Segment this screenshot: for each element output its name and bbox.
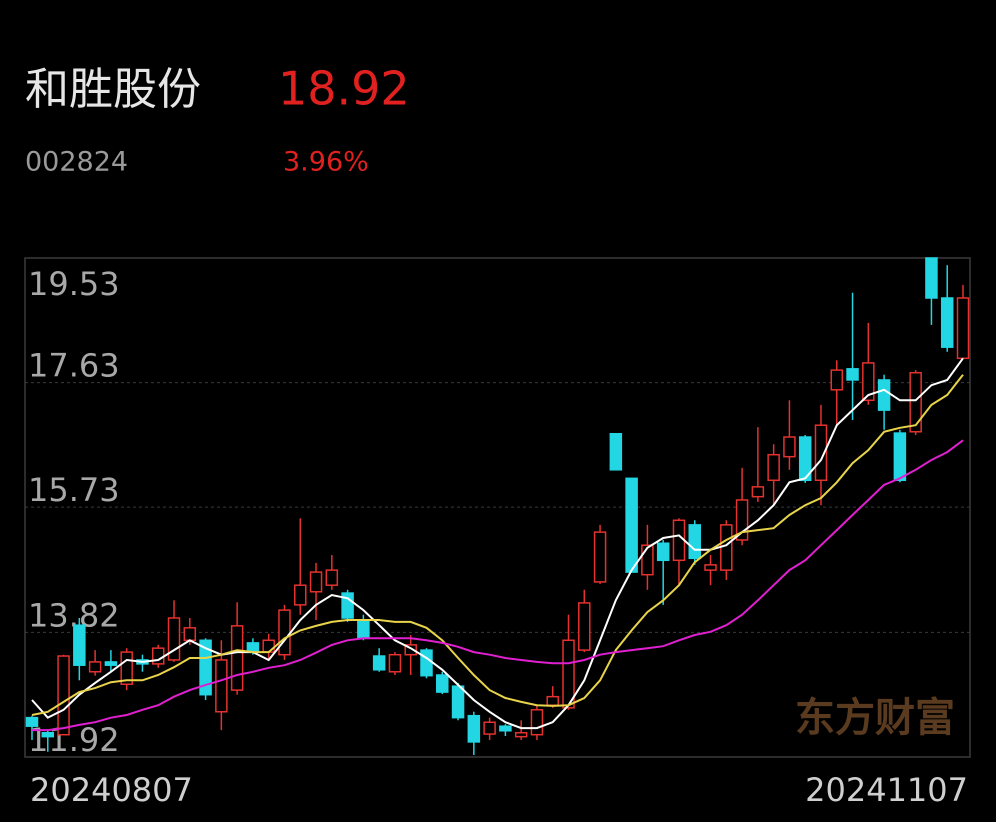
candle-body [388, 653, 402, 673]
moving-average-line [31, 374, 964, 716]
candle-body [546, 695, 559, 706]
candle-body [578, 602, 591, 651]
x-tick-label: 20241107 [805, 771, 968, 809]
candle-body [688, 524, 701, 560]
candle-body [420, 649, 433, 677]
candle-body [767, 453, 780, 482]
candle-body [294, 584, 307, 606]
candle-body [830, 369, 844, 391]
candle-body [641, 544, 654, 576]
candle-body [735, 499, 749, 541]
candle-body [357, 619, 370, 640]
candle-body [956, 297, 970, 360]
candle-body [199, 639, 212, 696]
candle-body [877, 379, 891, 411]
candle-body [751, 486, 765, 498]
candle-body [720, 524, 733, 571]
moving-average-line [31, 357, 964, 730]
x-tick-label: 20240807 [30, 771, 193, 809]
price-change: 3.96% [283, 147, 369, 178]
candle-body [704, 564, 717, 571]
candle-body [341, 592, 354, 619]
candle-body [846, 368, 859, 381]
candle-body [593, 531, 607, 583]
candle-body [215, 659, 228, 713]
candle-body [151, 647, 165, 665]
candle-body [814, 424, 828, 482]
candle-body [167, 617, 181, 661]
stock-price: 18.92 [278, 62, 410, 116]
candle-body [562, 639, 575, 709]
candle-body [909, 372, 922, 433]
candle-body [325, 569, 339, 586]
stock-code: 002824 [25, 147, 128, 178]
candle-body [309, 571, 323, 593]
candle-body [483, 721, 496, 735]
candle-body [41, 731, 55, 738]
candle-body [609, 432, 623, 471]
candle-body [230, 625, 244, 691]
candle-body [73, 624, 86, 666]
candle-body [88, 661, 102, 673]
candle-body [862, 362, 875, 402]
y-tick-label: 11.92 [28, 721, 120, 759]
candle-body [530, 709, 544, 736]
candle-body [246, 642, 260, 652]
candle-body [940, 297, 954, 348]
candle-body [404, 644, 417, 656]
candle-body [372, 655, 386, 671]
y-tick-label: 15.73 [28, 471, 120, 509]
candle-body [467, 714, 481, 743]
candle-body [57, 655, 70, 736]
candle-body [120, 651, 133, 685]
candle-body [783, 436, 796, 458]
candle-body [499, 725, 512, 732]
chart-frame [24, 257, 971, 758]
y-tick-label: 17.63 [28, 347, 120, 385]
candle-body [925, 257, 938, 299]
watermark: 东方财富 [795, 695, 955, 741]
candle-body [798, 436, 812, 482]
candle-body [514, 731, 528, 738]
candle-body [183, 627, 197, 642]
candle-body [104, 661, 118, 666]
candle-body [25, 716, 39, 727]
stock-name: 和胜股份 [25, 64, 201, 115]
candle-body [436, 674, 449, 693]
candle-body [893, 432, 907, 482]
y-tick-label: 19.53 [28, 265, 120, 303]
candle-body [451, 685, 465, 719]
candle-body [672, 519, 686, 562]
candle-body [656, 542, 670, 562]
candle-body [262, 639, 275, 653]
candle-body [625, 477, 638, 573]
candle-body [278, 609, 291, 656]
moving-average-line [32, 439, 964, 732]
